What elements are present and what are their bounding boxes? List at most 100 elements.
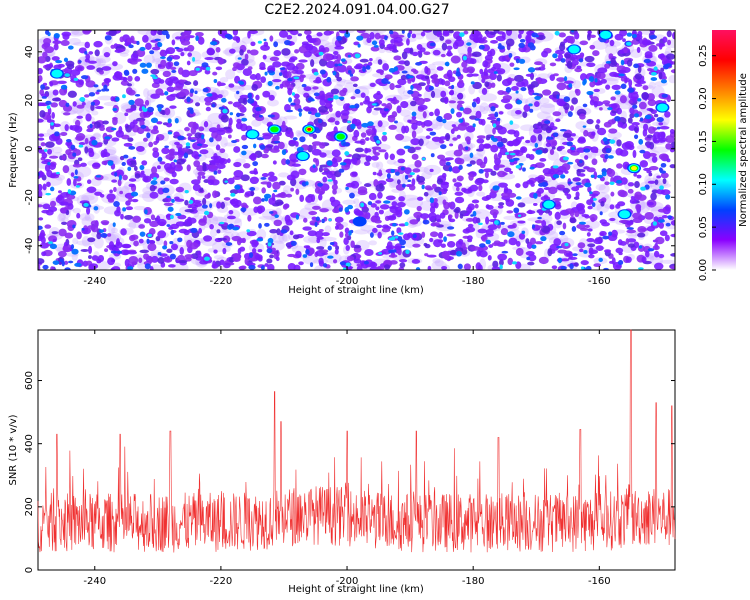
heatmap-cell xyxy=(278,172,290,178)
heatmap-cell xyxy=(593,238,603,245)
heatmap-cell xyxy=(649,108,654,112)
heatmap-cell xyxy=(587,228,593,232)
heatmap-cell xyxy=(177,147,183,153)
heatmap-cell xyxy=(325,102,331,108)
heatmap-cell xyxy=(58,190,62,194)
heatmap-cell xyxy=(38,118,44,123)
heatmap-cell xyxy=(420,213,430,219)
heatmap-cell xyxy=(61,155,66,160)
heatmap-cell xyxy=(227,177,235,185)
heatmap-cell xyxy=(98,229,105,233)
heatmap-cell xyxy=(274,199,284,206)
heatmap-cell xyxy=(251,239,259,248)
heatmap-cell xyxy=(401,183,406,188)
heatmap-cell xyxy=(609,39,615,47)
heatmap-cell xyxy=(224,33,232,39)
heatmap-cell xyxy=(411,130,417,139)
heatmap-cell xyxy=(350,123,356,130)
heatmap-cell xyxy=(86,206,91,215)
heatmap-cell xyxy=(506,30,513,36)
heatmap-cell xyxy=(394,171,400,176)
heatmap-cell xyxy=(379,204,390,210)
heatmap-cell xyxy=(537,133,543,142)
heatmap-cell xyxy=(179,247,184,255)
heatmap-cell xyxy=(256,137,264,141)
heatmap-hotspot xyxy=(627,163,642,174)
heatmap-cell xyxy=(404,221,409,227)
heatmap-cell xyxy=(501,123,520,130)
heatmap-cell xyxy=(45,100,52,106)
heatmap-cell xyxy=(313,71,319,76)
heatmap-cell xyxy=(389,260,398,265)
heatmap-cell xyxy=(86,65,96,70)
heatmap-cell xyxy=(608,60,618,68)
heatmap-cell xyxy=(67,189,72,194)
heatmap-x-tick-label: -200 xyxy=(336,276,359,287)
heatmap-cell xyxy=(223,197,231,201)
heatmap-cell xyxy=(157,42,163,48)
heatmap-cell xyxy=(479,243,486,248)
heatmap-cell xyxy=(220,201,226,210)
heatmap-cell xyxy=(71,30,86,36)
heatmap-cell xyxy=(247,214,252,222)
heatmap-cell xyxy=(504,103,513,110)
heatmap-cell xyxy=(365,128,374,135)
heatmap-cell xyxy=(286,70,292,78)
heatmap-cell xyxy=(487,224,498,231)
heatmap-cell xyxy=(412,233,417,239)
heatmap-cell xyxy=(396,227,402,234)
heatmap-cell xyxy=(128,99,135,106)
heatmap-cell xyxy=(104,248,109,253)
heatmap-cell xyxy=(290,187,295,192)
heatmap-cell xyxy=(483,168,493,173)
heatmap-cell xyxy=(641,256,647,264)
heatmap-cell xyxy=(209,228,218,237)
heatmap-cell xyxy=(521,230,526,234)
heatmap-cell xyxy=(429,217,433,221)
heatmap-cell xyxy=(48,241,53,245)
heatmap-cell xyxy=(38,235,43,242)
heatmap-cell xyxy=(484,81,490,88)
heatmap-cell xyxy=(91,255,99,261)
heatmap-cell xyxy=(621,142,632,150)
heatmap-cell xyxy=(184,254,194,259)
heatmap-cell xyxy=(177,91,186,98)
heatmap-cell xyxy=(605,84,611,90)
heatmap-cell xyxy=(363,161,371,167)
heatmap-cell xyxy=(96,258,102,264)
heatmap-cell xyxy=(563,96,571,103)
heatmap-cell xyxy=(228,209,234,215)
heatmap-cell xyxy=(270,148,280,153)
heatmap-cell xyxy=(163,177,170,182)
heatmap-cell xyxy=(515,183,521,188)
heatmap-cell xyxy=(495,164,506,168)
heatmap-cell xyxy=(108,241,115,250)
heatmap-cell xyxy=(635,204,641,211)
heatmap-cell xyxy=(437,239,444,243)
heatmap-cell xyxy=(596,119,601,124)
heatmap-cell xyxy=(40,93,49,98)
heatmap-cell xyxy=(347,69,352,74)
heatmap-cell xyxy=(474,203,479,209)
heatmap-cell xyxy=(112,246,119,252)
heatmap-cell xyxy=(614,116,621,122)
heatmap-cell xyxy=(61,31,72,37)
heatmap-cell xyxy=(471,199,480,204)
heatmap-cell xyxy=(384,152,389,160)
heatmap-cell xyxy=(257,40,262,44)
snr-y-tick-label: 400 xyxy=(24,434,35,453)
heatmap-cell xyxy=(46,181,51,188)
heatmap-cell xyxy=(260,265,265,270)
heatmap-cell xyxy=(490,170,497,176)
heatmap-cell xyxy=(452,137,458,141)
heatmap-cell xyxy=(174,198,185,202)
heatmap-cell xyxy=(478,168,484,174)
heatmap-cell xyxy=(632,149,637,159)
heatmap-cell xyxy=(226,128,232,133)
heatmap-cell xyxy=(562,156,569,161)
heatmap-cell xyxy=(129,235,136,242)
heatmap-cell xyxy=(261,173,269,178)
heatmap-cell xyxy=(525,139,531,144)
heatmap-cell xyxy=(52,238,57,242)
heatmap-cell xyxy=(279,67,286,71)
